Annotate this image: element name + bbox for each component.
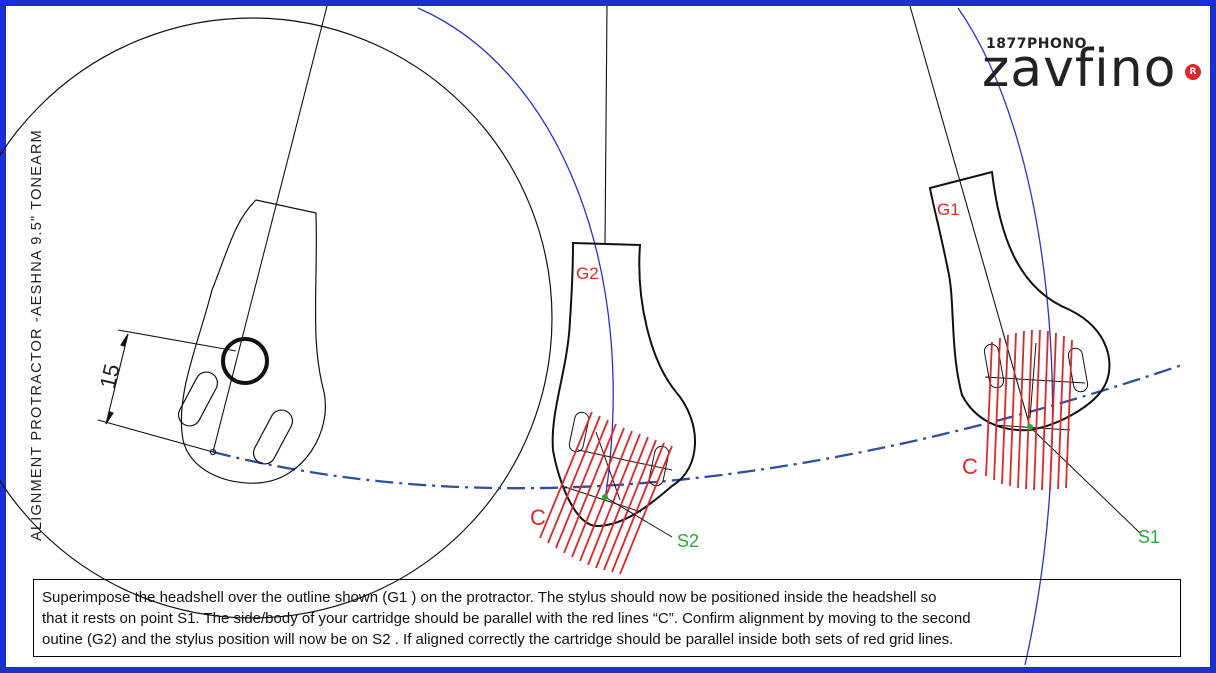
blue-arc-right (957, 7, 1054, 666)
side-title: ALIGNMENT PROTRACTOR -AESHNA 9.5" TONEAR… (29, 129, 45, 541)
label-g1: G1 (937, 200, 960, 219)
pivot-circle (221, 337, 269, 385)
g1-inner-lines (983, 342, 1141, 534)
red-grid-g2 (539, 411, 673, 575)
label-s2: S2 (677, 531, 699, 551)
label-c-right: C (962, 454, 978, 479)
platter-arc (0, 17, 553, 619)
red-grid-g1 (985, 329, 1073, 491)
label-s1: S1 (1138, 527, 1160, 547)
stylus-dot (209, 448, 217, 456)
label-c-left: C (530, 505, 546, 530)
null-point-s1 (1027, 424, 1033, 430)
headshell-g2 (551, 241, 696, 528)
arm-line-left (212, 5, 328, 453)
null-point-s2 (602, 494, 608, 500)
arm-line-center (604, 5, 608, 246)
instructions-line-3: outine (G2) and the stylus position will… (42, 631, 954, 648)
brand-parent: 1877PHONO (986, 36, 1087, 52)
instructions-line-2: that it rests on point S1. The side/body… (42, 610, 971, 627)
arm-line-right (909, 5, 1031, 428)
brand-logo: zavfino (982, 39, 1177, 99)
s2-leader (604, 496, 673, 538)
registered-mark-icon: R (1185, 64, 1201, 80)
dimension-marker (97, 329, 237, 453)
instructions-box: Superimpose the headshell over the outli… (33, 579, 1181, 657)
mounting-template (177, 199, 326, 484)
dimension-label: 15 (95, 362, 125, 391)
instructions-line-1: Superimpose the headshell over the outli… (42, 589, 937, 606)
blue-arc-left (417, 7, 614, 501)
label-g2: G2 (576, 264, 599, 283)
